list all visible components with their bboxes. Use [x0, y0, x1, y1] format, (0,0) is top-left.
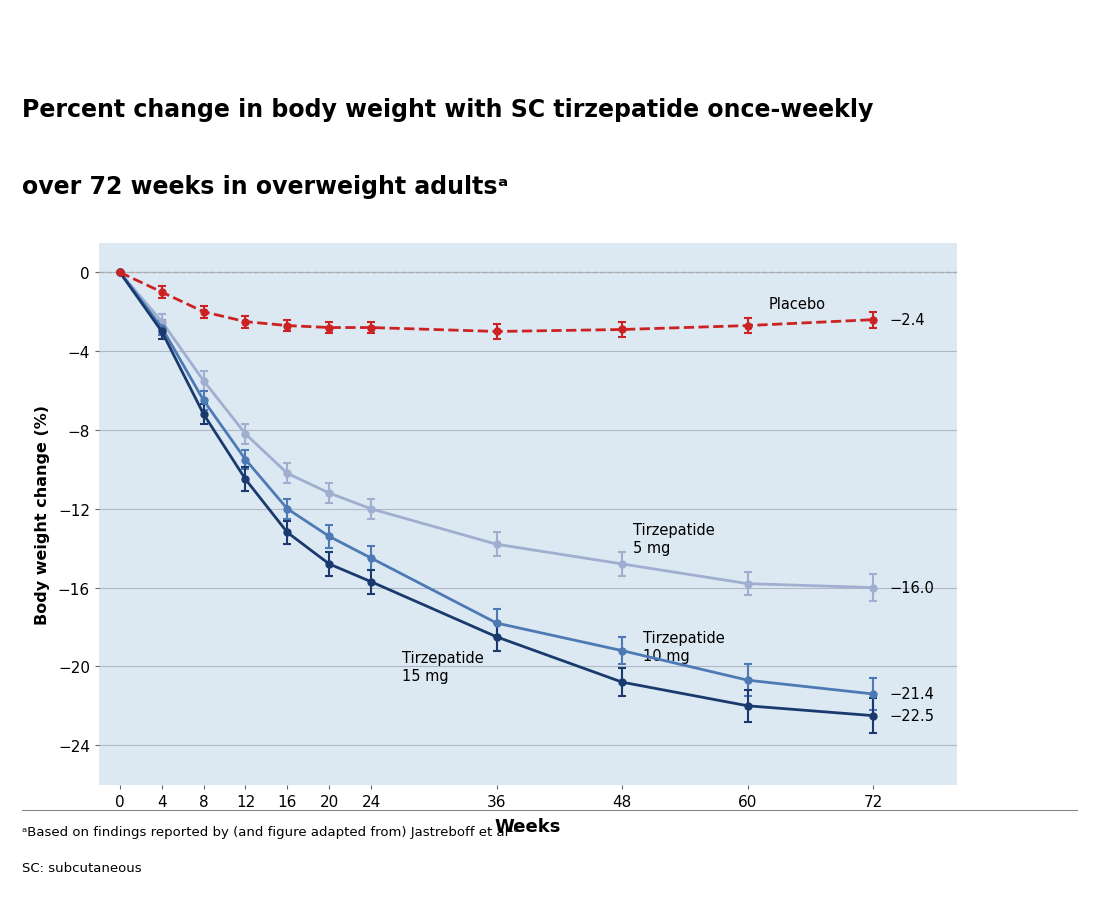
Text: −16.0: −16.0 [889, 581, 934, 595]
Text: Placebo: Placebo [769, 297, 826, 312]
Text: Tirzepatide
5 mg: Tirzepatide 5 mg [632, 522, 714, 555]
Text: Figure 2B: Figure 2B [63, 58, 146, 73]
Text: −22.5: −22.5 [889, 708, 934, 723]
Text: Tirzepatide
10 mg: Tirzepatide 10 mg [644, 630, 725, 663]
Text: Percent change in body weight with SC tirzepatide once-weekly: Percent change in body weight with SC ti… [22, 97, 873, 122]
X-axis label: Weeks: Weeks [495, 817, 561, 835]
Text: over 72 weeks in overweight adultsᵃ: over 72 weeks in overweight adultsᵃ [22, 175, 508, 198]
Text: SC: subcutaneous: SC: subcutaneous [22, 861, 142, 874]
Text: −2.4: −2.4 [889, 313, 925, 327]
Text: ᵃBased on findings reported by (and figure adapted from) Jastreboff et al¹⁰: ᵃBased on findings reported by (and figu… [22, 825, 519, 838]
Y-axis label: Body weight change (%): Body weight change (%) [34, 404, 50, 624]
Text: −21.4: −21.4 [889, 686, 934, 702]
Text: Tirzepatide
15 mg: Tirzepatide 15 mg [403, 650, 484, 683]
